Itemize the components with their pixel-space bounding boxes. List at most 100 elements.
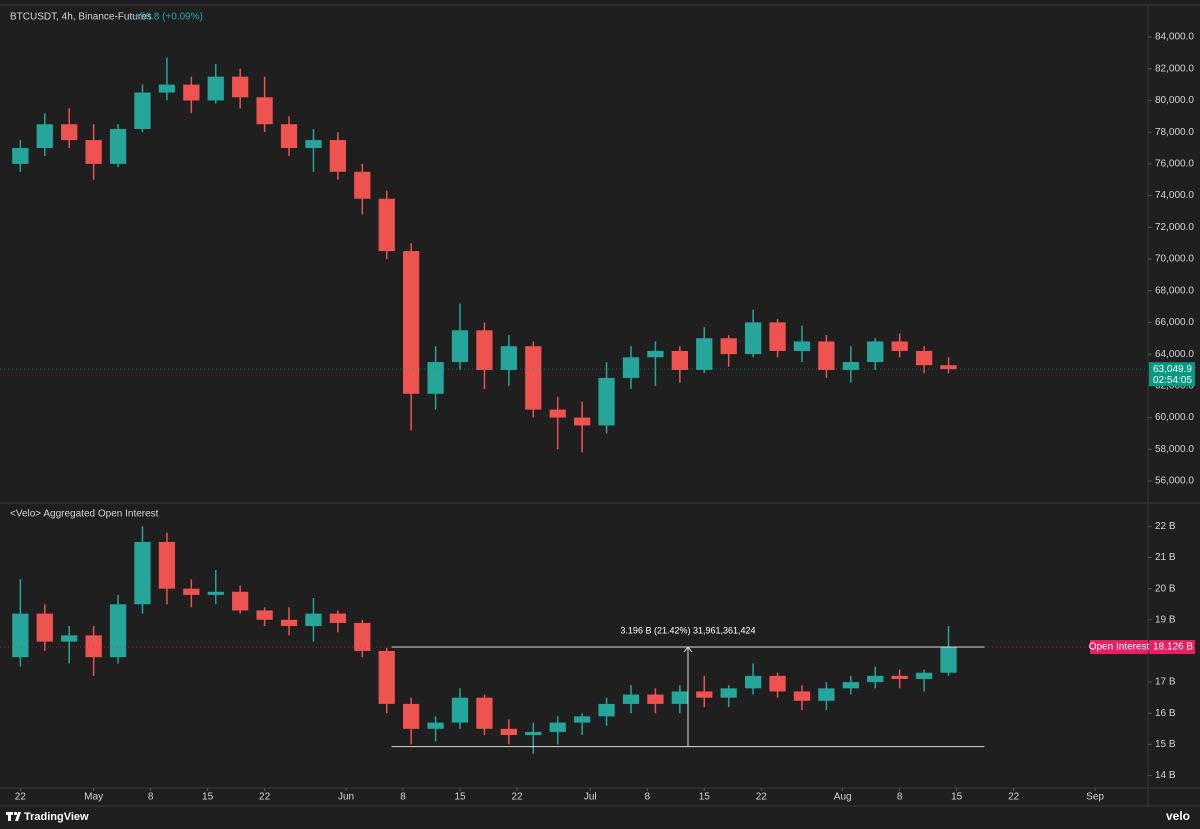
y-tick-label: 14 B [1155,770,1176,781]
candle-body [85,140,102,164]
candle-body [744,675,762,689]
candle-body [36,613,53,642]
x-tick-label: May [84,792,103,803]
candle-body [12,613,29,658]
candle-body [232,591,249,611]
arrow-head [683,646,693,653]
x-tick-label: 8 [897,792,903,803]
y-tick-label: 17 B [1155,677,1176,688]
y-tick-label: 64,000.0 [1155,349,1194,360]
candle-body [647,694,664,704]
candle-body [574,417,591,426]
candle-body [793,341,811,351]
candle-body [696,691,713,698]
last-value-box [1149,640,1195,655]
candle-body [378,650,395,704]
candle-body [769,675,786,692]
candle-body [85,635,102,658]
candle-body [256,97,273,125]
x-tick-label: 22 [15,792,27,803]
y-tick-label: 66,000.0 [1155,317,1194,328]
candle-body [36,124,53,149]
candle-body [891,675,908,679]
candle-body [12,148,29,164]
y-tick-label: 21 B [1155,552,1176,563]
candle-body [647,350,664,358]
x-tick-label: Aug [834,792,852,803]
candle-body [769,322,786,351]
candle-body [671,350,688,370]
candle-body [158,541,176,589]
candle-body [940,365,957,370]
y-tick-label: 84,000.0 [1155,32,1194,43]
y-tick-label: 76,000.0 [1155,159,1194,170]
last-value-label: 18.126 B [1153,642,1193,653]
indicator-title: <Velo> Aggregated Open Interest [10,509,159,520]
candle-body [158,84,176,93]
x-tick-label: Sep [1086,792,1104,803]
price-change: +56.8 (+0.09%) [134,12,203,23]
candle-body [574,716,591,723]
candle-body [867,675,884,683]
candle-body [61,635,78,642]
candle-body [207,591,224,595]
candle-body [622,694,640,704]
x-tick-label: 22 [511,792,523,803]
candle-body [818,341,835,370]
candle-body [720,338,737,355]
y-tick-label: 56,000.0 [1155,476,1194,487]
series-name-box [1090,640,1148,655]
y-tick-label: 74,000.0 [1155,190,1194,201]
candle-body [818,688,835,701]
x-tick-label: Jun [338,792,354,803]
x-tick-label: 22 [756,792,768,803]
candle-body [549,722,566,732]
candle-body [598,703,615,717]
candle-body [720,688,737,698]
y-tick-label: 16 B [1155,708,1176,719]
candle-body [451,330,469,363]
brand: TradingView [24,811,89,823]
candle-body [378,198,395,252]
y-tick-label: 60,000.0 [1155,412,1194,423]
candle-body [549,409,566,418]
candle-body [61,124,78,141]
candle-body [354,171,371,199]
measure-label: 3.196 B (21.42%) 31,961,361,424 [620,625,755,635]
candle-body [891,341,908,351]
candle-body [525,731,542,736]
candle-body [207,76,224,101]
y-tick-label: 68,000.0 [1155,285,1194,296]
y-tick-label: 70,000.0 [1155,254,1194,265]
candle-body [915,350,933,366]
candle-body [305,613,322,627]
candle-body [867,341,884,363]
y-tick-label: 20 B [1155,583,1176,594]
candle-body [403,251,420,394]
candle-body [500,346,518,370]
candle-body [793,691,811,701]
candle-body [622,357,640,378]
candle-body [525,346,542,410]
candle-body [403,703,420,729]
x-tick-label: Jul [584,792,597,803]
candle-body [500,728,518,736]
x-tick-label: 15 [951,792,963,803]
x-tick-label: 15 [699,792,711,803]
candle-body [134,541,151,605]
candle-body [915,672,933,679]
candle-body [134,92,151,129]
candle-body [427,362,444,394]
candle-body [696,338,713,370]
y-tick-label: 72,000.0 [1155,222,1194,233]
candle-body [476,330,493,370]
y-tick-label: 15 B [1155,739,1176,750]
candle-body [109,604,127,658]
candle-body [476,697,493,729]
last-price-label: 63,049.9 [1153,364,1192,375]
candle-body [109,128,127,164]
candle-body [842,682,859,689]
countdown: 02:54:05 [1153,375,1192,386]
series-name: Open Interest [1089,642,1150,653]
